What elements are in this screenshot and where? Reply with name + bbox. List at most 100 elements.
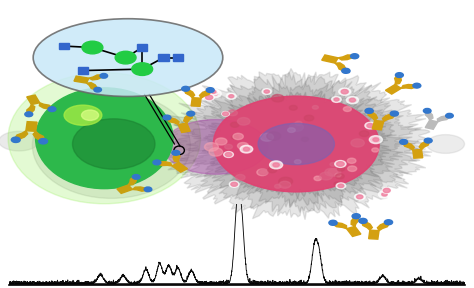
Circle shape — [294, 160, 301, 164]
Bar — [447, 115, 452, 116]
Polygon shape — [39, 103, 53, 109]
Circle shape — [341, 90, 348, 94]
Circle shape — [228, 110, 237, 116]
Circle shape — [347, 166, 357, 171]
Polygon shape — [419, 140, 429, 149]
Circle shape — [268, 167, 277, 173]
Circle shape — [273, 163, 279, 167]
Polygon shape — [158, 69, 432, 220]
Polygon shape — [191, 98, 201, 106]
Polygon shape — [89, 75, 104, 80]
Ellipse shape — [8, 73, 201, 204]
Ellipse shape — [0, 131, 39, 151]
Bar — [164, 117, 170, 118]
Ellipse shape — [73, 119, 155, 169]
Bar — [26, 113, 31, 115]
Circle shape — [153, 160, 161, 165]
Circle shape — [335, 173, 341, 177]
Polygon shape — [172, 162, 188, 172]
Circle shape — [356, 195, 363, 199]
Circle shape — [132, 63, 153, 75]
Polygon shape — [372, 120, 384, 130]
Circle shape — [236, 175, 245, 180]
Circle shape — [337, 167, 345, 171]
Circle shape — [212, 92, 218, 95]
Polygon shape — [132, 187, 148, 191]
Bar — [146, 189, 151, 190]
Circle shape — [334, 98, 339, 101]
Circle shape — [224, 151, 233, 158]
Polygon shape — [413, 149, 423, 158]
Circle shape — [351, 139, 365, 147]
Ellipse shape — [36, 88, 173, 189]
Circle shape — [347, 158, 356, 163]
Circle shape — [272, 94, 284, 102]
Circle shape — [115, 51, 136, 64]
Circle shape — [257, 169, 268, 176]
Circle shape — [229, 95, 234, 98]
Circle shape — [379, 191, 391, 198]
Circle shape — [342, 68, 350, 73]
Bar — [154, 162, 160, 163]
Bar — [426, 140, 431, 141]
Circle shape — [243, 147, 249, 151]
Circle shape — [382, 187, 392, 193]
Bar — [137, 44, 147, 51]
Circle shape — [382, 193, 387, 196]
Circle shape — [215, 138, 227, 145]
Bar — [78, 67, 88, 74]
Polygon shape — [184, 88, 195, 98]
Circle shape — [334, 182, 340, 186]
Circle shape — [39, 139, 47, 144]
Circle shape — [288, 128, 295, 132]
Polygon shape — [383, 113, 395, 122]
Circle shape — [260, 133, 273, 141]
Circle shape — [312, 105, 319, 109]
Bar — [188, 113, 193, 114]
Bar — [173, 54, 183, 61]
Polygon shape — [338, 55, 356, 60]
Circle shape — [351, 54, 359, 59]
Circle shape — [240, 145, 253, 153]
Polygon shape — [369, 230, 379, 239]
Circle shape — [229, 181, 239, 187]
Polygon shape — [87, 83, 99, 90]
Circle shape — [390, 111, 399, 116]
Polygon shape — [401, 84, 417, 88]
Circle shape — [237, 143, 248, 149]
Circle shape — [208, 88, 219, 95]
Circle shape — [355, 194, 365, 200]
Circle shape — [267, 132, 281, 140]
Ellipse shape — [258, 123, 334, 165]
Bar — [59, 43, 69, 49]
Circle shape — [349, 98, 356, 102]
Circle shape — [82, 41, 103, 54]
Circle shape — [352, 214, 360, 219]
Polygon shape — [200, 90, 211, 98]
Polygon shape — [402, 141, 414, 150]
Polygon shape — [335, 63, 346, 71]
Polygon shape — [367, 110, 377, 120]
Circle shape — [423, 109, 431, 113]
Circle shape — [343, 107, 351, 111]
Circle shape — [237, 118, 250, 125]
Circle shape — [319, 172, 333, 180]
Circle shape — [209, 148, 223, 156]
Bar — [13, 139, 19, 141]
Circle shape — [259, 169, 268, 175]
Circle shape — [279, 177, 292, 185]
Polygon shape — [377, 222, 390, 231]
Circle shape — [373, 138, 379, 141]
Circle shape — [225, 153, 232, 157]
Polygon shape — [346, 226, 361, 236]
Circle shape — [314, 176, 321, 181]
Polygon shape — [74, 76, 89, 83]
Circle shape — [330, 162, 336, 166]
Circle shape — [209, 90, 221, 98]
Circle shape — [48, 107, 56, 111]
Bar — [354, 215, 359, 217]
Circle shape — [372, 148, 379, 152]
Circle shape — [383, 188, 390, 193]
Circle shape — [226, 93, 236, 99]
Polygon shape — [156, 162, 172, 166]
